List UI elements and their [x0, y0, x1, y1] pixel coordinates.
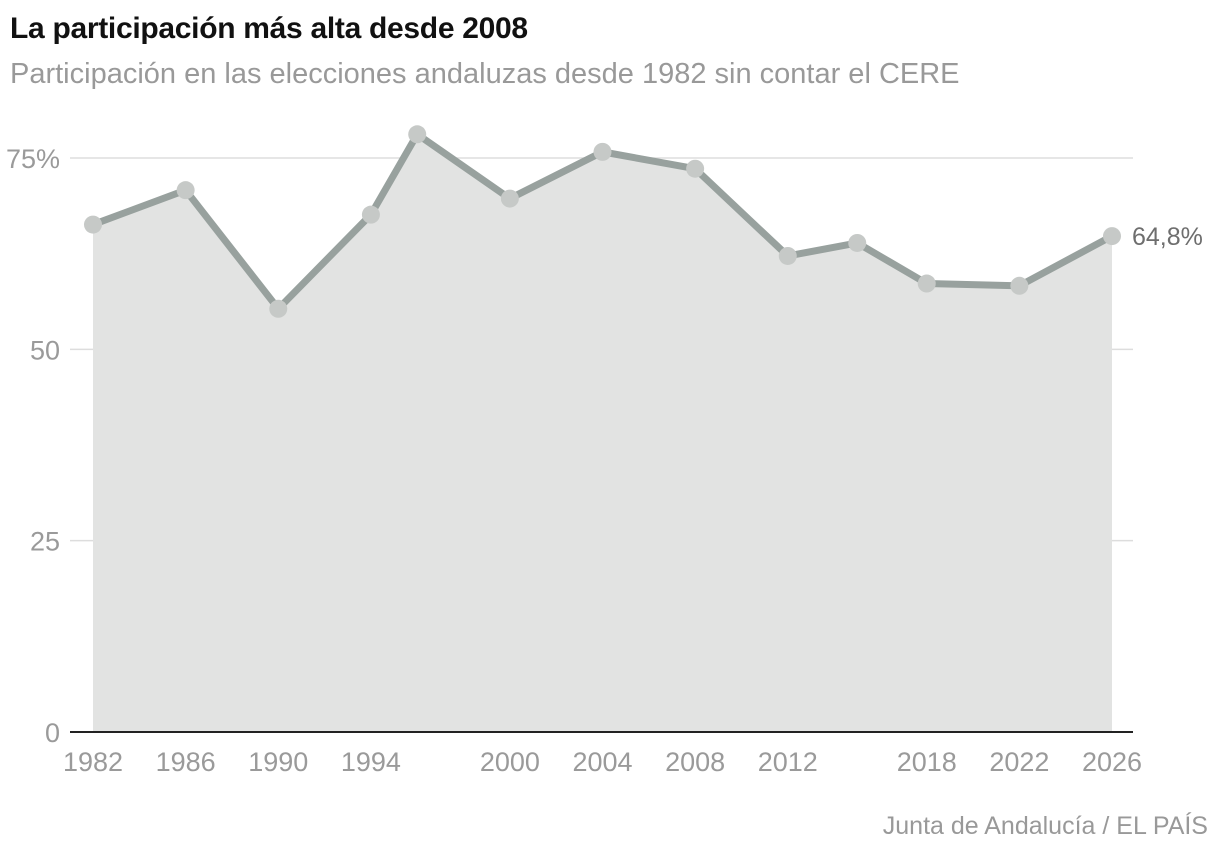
x-tick-label: 1986	[156, 747, 216, 777]
data-point-2000	[500, 189, 519, 208]
x-tick-label: 1994	[341, 747, 401, 777]
data-point-1990	[269, 299, 288, 318]
x-tick-label: 2022	[989, 747, 1049, 777]
data-point-2026	[1103, 227, 1121, 246]
data-point-1986	[176, 181, 195, 200]
data-point-1996	[408, 125, 427, 144]
y-tick-label: 25	[30, 527, 60, 557]
area-fill	[93, 134, 1112, 733]
data-points	[84, 125, 1121, 318]
x-tick-label: 2004	[572, 747, 632, 777]
x-tick-label: 2008	[665, 747, 725, 777]
data-point-2012	[778, 246, 797, 265]
y-tick-label: 75%	[6, 144, 60, 174]
chart-subtitle: Participación en las elecciones andaluza…	[10, 58, 960, 90]
x-tick-label: 1990	[248, 747, 308, 777]
data-point-2022	[1010, 276, 1029, 295]
data-point-1994	[361, 205, 380, 224]
chart-title: La participación más alta desde 2008	[10, 12, 528, 45]
data-point-1982	[84, 215, 102, 234]
y-tick-label: 0	[45, 718, 60, 748]
data-point-2008	[686, 159, 705, 178]
data-point-2004	[593, 142, 612, 161]
data-point-2018	[917, 274, 936, 293]
y-axis-ticks: 0 25 50 75%	[6, 144, 60, 748]
end-value-label: 64,8%	[1132, 223, 1203, 251]
x-tick-label: 1982	[63, 747, 123, 777]
y-tick-label: 50	[30, 335, 60, 365]
data-point-2015	[848, 233, 867, 252]
x-tick-label: 2012	[758, 747, 818, 777]
x-tick-label: 2018	[897, 747, 957, 777]
x-tick-label: 2000	[480, 747, 540, 777]
source-credit: Junta de Andalucía / EL PAÍS	[882, 812, 1208, 840]
x-tick-label: 2026	[1082, 747, 1142, 777]
x-axis-ticks: 1982 1986 1990 1994 2000 2004 2008 2012 2018 2022…	[63, 747, 1142, 777]
